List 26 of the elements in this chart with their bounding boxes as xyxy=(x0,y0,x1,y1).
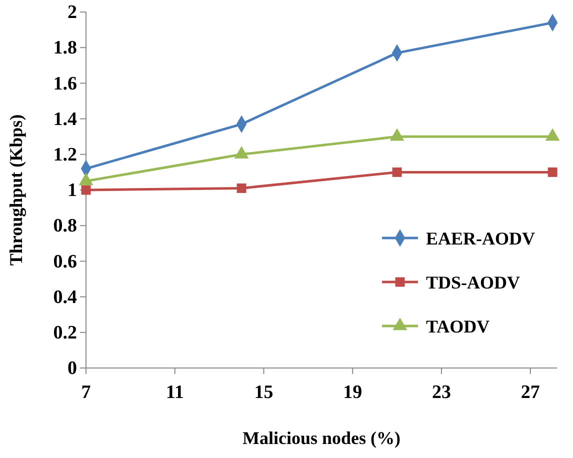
y-tick-label: 0.8 xyxy=(53,216,77,237)
y-tick-label: 1 xyxy=(68,180,77,202)
y-tick-label: 0.2 xyxy=(53,322,77,344)
y-tick-label: 0 xyxy=(68,358,77,380)
point xyxy=(81,185,91,195)
y-tick-label: 2 xyxy=(68,2,77,24)
legend-label: TDS-AODV xyxy=(426,272,520,292)
point xyxy=(236,183,246,193)
x-tick-label: 11 xyxy=(166,382,184,403)
y-tick-label: 0.6 xyxy=(53,251,77,272)
x-tick-label: 7 xyxy=(81,382,92,403)
x-tick-label: 23 xyxy=(432,382,451,403)
point xyxy=(392,167,402,177)
legend-label: TAODV xyxy=(426,316,490,336)
y-tick-label: 0.4 xyxy=(53,286,78,308)
y-tick-label: 1.4 xyxy=(53,108,78,130)
y-axis-title: Throughput (Kbps) xyxy=(6,114,26,266)
legend-label: EAER-AODV xyxy=(426,228,536,248)
y-tick-label: 1.8 xyxy=(53,38,77,59)
x-axis-title: Malicious nodes (%) xyxy=(242,428,401,448)
x-tick-label: 27 xyxy=(520,382,540,403)
x-tick-label: 15 xyxy=(254,382,274,403)
y-tick-label: 1.2 xyxy=(53,144,77,166)
point xyxy=(548,167,558,177)
y-tick-label: 1.6 xyxy=(53,73,77,94)
x-tick-label: 19 xyxy=(343,382,362,403)
